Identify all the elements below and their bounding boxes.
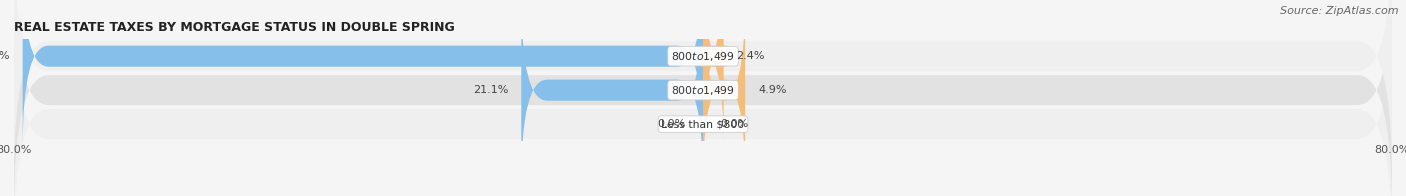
Text: 79.0%: 79.0% [0, 51, 10, 61]
Text: Less than $800: Less than $800 [661, 119, 745, 129]
Text: 0.0%: 0.0% [720, 119, 748, 129]
FancyBboxPatch shape [697, 0, 728, 148]
FancyBboxPatch shape [522, 0, 703, 181]
FancyBboxPatch shape [14, 3, 1392, 196]
FancyBboxPatch shape [22, 0, 703, 148]
Text: $800 to $1,499: $800 to $1,499 [671, 50, 735, 63]
Text: REAL ESTATE TAXES BY MORTGAGE STATUS IN DOUBLE SPRING: REAL ESTATE TAXES BY MORTGAGE STATUS IN … [14, 21, 454, 34]
Text: 0.0%: 0.0% [658, 119, 686, 129]
FancyBboxPatch shape [703, 0, 745, 181]
FancyBboxPatch shape [14, 0, 1392, 196]
Text: 4.9%: 4.9% [758, 85, 786, 95]
Text: 21.1%: 21.1% [472, 85, 509, 95]
Text: Source: ZipAtlas.com: Source: ZipAtlas.com [1281, 6, 1399, 16]
Text: 2.4%: 2.4% [737, 51, 765, 61]
Text: $800 to $1,499: $800 to $1,499 [671, 84, 735, 97]
FancyBboxPatch shape [14, 0, 1392, 177]
